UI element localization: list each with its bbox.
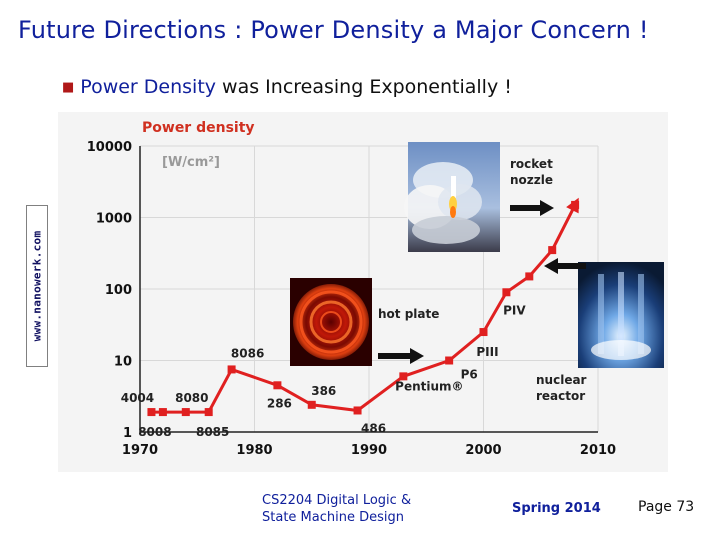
data-label: 8008: [138, 425, 171, 439]
data-label: 4004: [121, 391, 154, 405]
data-label: 386: [311, 384, 336, 398]
footer-course-line2: State Machine Design: [262, 510, 404, 525]
y-tick-label: 1: [123, 426, 132, 441]
svg-text:rocket: rocket: [510, 157, 553, 171]
series-processors: [147, 197, 580, 417]
x-tick-label: 1980: [236, 443, 272, 458]
bullet-square-icon: ■: [62, 80, 75, 95]
footer-term: Spring 2014: [512, 501, 601, 516]
hot-plate-photo: [290, 278, 372, 366]
data-point: [273, 381, 282, 390]
data-point: [399, 372, 408, 381]
data-label: 8085: [196, 425, 229, 439]
data-label: P6: [461, 368, 478, 382]
page-number: Page 73: [638, 499, 695, 515]
reactor-annotation: nuclear reactor: [536, 373, 587, 403]
rocket-annotation: rocket nozzle: [510, 157, 553, 187]
x-tick-label: 1990: [351, 443, 387, 458]
data-point: [479, 328, 488, 337]
svg-text:nuclear: nuclear: [536, 373, 587, 387]
point-labels: 4004 8008 8080 8085 8086 286 386 486 Pentium®P6 P…: [121, 303, 527, 439]
svg-text:reactor: reactor: [536, 389, 585, 403]
reactor-photo: [578, 262, 664, 368]
hot-plate-arrow-icon: [378, 348, 424, 364]
y-tick-label: 1000: [96, 212, 132, 227]
axes: 1 10 100 1000 10000 1970 1980 1990 2000 2010: [87, 140, 616, 458]
reactor-arrow-icon: [544, 258, 586, 274]
bullet-highlight: Power Density: [80, 76, 217, 98]
data-label: 8080: [175, 391, 208, 405]
footer-course: CS2204 Digital Logic & State Machine Des…: [262, 492, 411, 526]
data-point: [147, 408, 156, 417]
data-point: [227, 365, 236, 374]
y-tick-label: 10: [114, 355, 132, 370]
data-label: Pentium®: [395, 379, 463, 393]
chart-title: Power density: [142, 120, 255, 136]
source-watermark-text: www.nanowerk.com: [30, 230, 44, 342]
hot-plate-annotation: hot plate: [378, 307, 439, 321]
power-density-chart: 1 10 100 1000 10000 1970 1980 1990 2000 2010 Powe…: [58, 112, 668, 472]
y-tick-label: 10000: [87, 140, 132, 155]
y-tick-label: 100: [105, 283, 132, 298]
data-point: [181, 408, 190, 417]
svg-text:nozzle: nozzle: [510, 173, 553, 187]
bullet-point: ■ Power Density was Increasing Exponentia…: [62, 76, 512, 98]
data-point: [502, 288, 511, 297]
data-label: PIII: [476, 345, 498, 359]
data-point: [307, 400, 316, 409]
data-point: [548, 246, 557, 255]
data-point: [204, 408, 213, 417]
data-label: 8086: [231, 346, 264, 360]
rocket-arrow-icon: [510, 200, 554, 216]
rocket-photo: [404, 142, 500, 252]
data-label: 286: [267, 396, 292, 410]
data-point: [158, 408, 167, 417]
slide-title: Future Directions : Power Density a Majo…: [18, 16, 649, 44]
footer-course-line1: CS2204 Digital Logic &: [262, 493, 412, 508]
data-point: [445, 356, 454, 365]
x-tick-label: 1970: [122, 443, 158, 458]
trend-arrowhead-icon: [566, 197, 579, 214]
svg-text:hot plate: hot plate: [378, 307, 439, 321]
data-label: 486: [361, 421, 386, 435]
bullet-text: was Increasing Exponentially !: [216, 76, 512, 98]
x-tick-label: 2010: [580, 443, 616, 458]
data-label: PIV: [503, 303, 526, 317]
source-watermark: www.nanowerk.com: [26, 205, 48, 367]
x-tick-label: 2000: [465, 443, 501, 458]
y-axis-unit: [W/cm²]: [162, 155, 220, 170]
data-point: [525, 272, 534, 281]
data-point: [353, 406, 362, 415]
